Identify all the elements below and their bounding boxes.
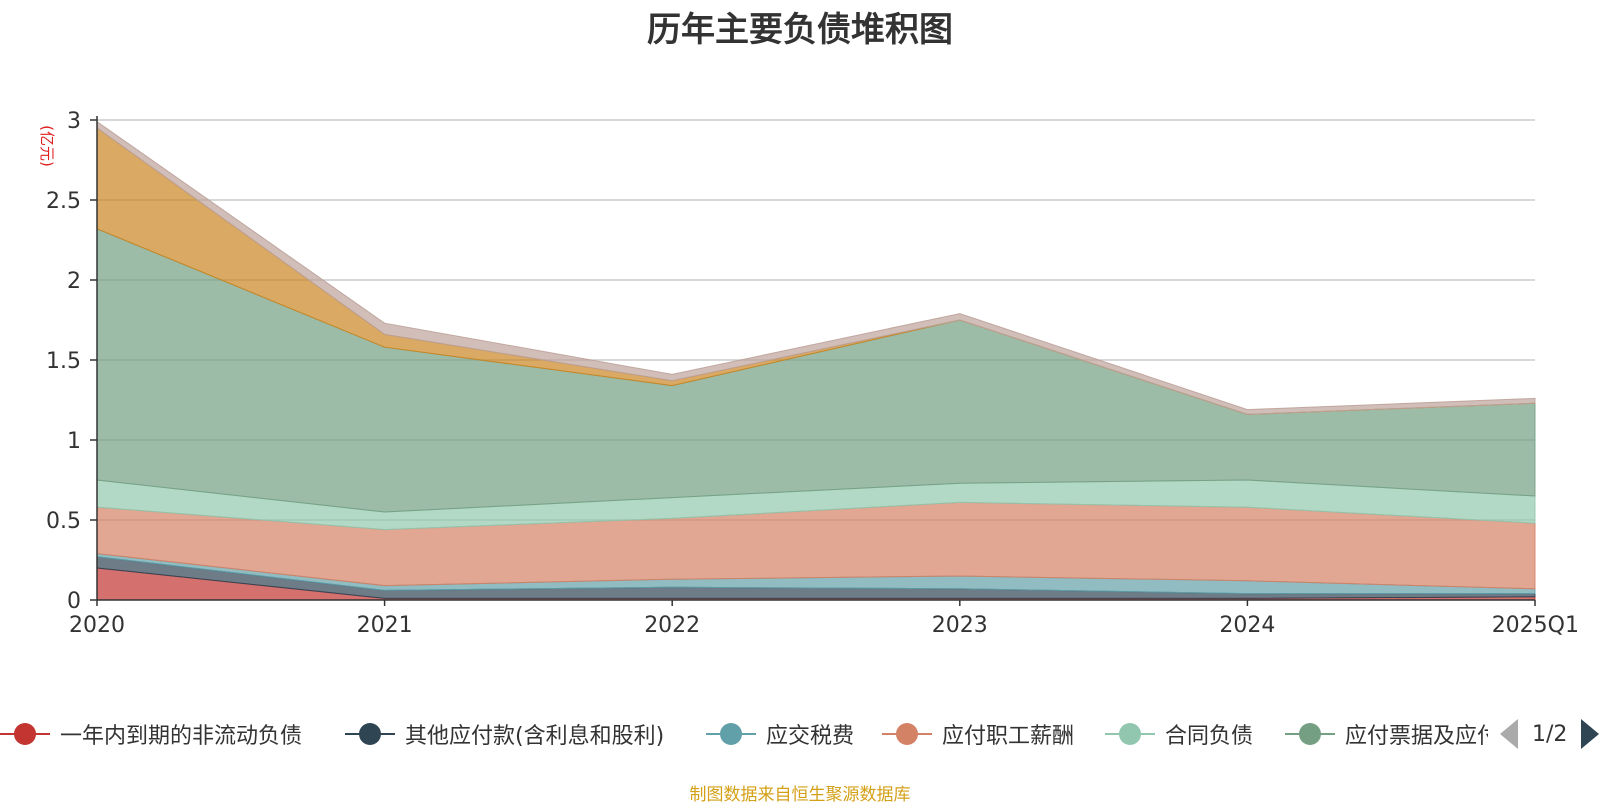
legend-marker-icon xyxy=(0,716,50,752)
x-tick-label: 2022 xyxy=(644,613,700,638)
legend: 一年内到期的非流动负债 其他应付款(含利息和股利) 应交税费 应付职工薪酬 合同负债 应付… xyxy=(0,716,1600,752)
y-axis-unit-label: (亿元) xyxy=(38,125,56,167)
legend-label: 一年内到期的非流动负债 xyxy=(60,724,303,749)
legend-next-page-icon[interactable] xyxy=(1581,719,1600,749)
legend-marker-icon xyxy=(1105,716,1155,752)
x-tick-label: 2024 xyxy=(1219,613,1275,638)
legend-label: 应付票据及应付账款 xyxy=(1345,724,1488,749)
legend-item[interactable]: 应付票据及应付账款 xyxy=(1285,716,1488,752)
x-tick-label: 2023 xyxy=(932,613,988,638)
axes: 0 0.5 1 1.5 2 2.5 3 2020 2021 2022 2023 2024 2025Q1 xyxy=(46,109,1579,638)
x-tick-label: 2020 xyxy=(69,613,125,638)
legend-marker-icon xyxy=(1285,716,1335,752)
x-tick-label: 2021 xyxy=(357,613,413,638)
x-tick-label: 2025Q1 xyxy=(1492,613,1579,638)
legend-item[interactable]: 应交税费 xyxy=(706,716,854,752)
legend-marker-icon xyxy=(706,716,756,752)
legend-label: 应交税费 xyxy=(766,724,855,749)
legend-item[interactable]: 合同负债 xyxy=(1105,716,1253,752)
legend-item[interactable]: 应付职工薪酬 xyxy=(882,716,1074,752)
legend-label: 合同负债 xyxy=(1165,724,1254,749)
y-tick-label: 1.5 xyxy=(46,349,81,374)
legend-pager: 1/2 xyxy=(1500,714,1600,754)
legend-page-indicator: 1/2 xyxy=(1532,721,1568,747)
legend-marker-icon xyxy=(345,716,395,752)
data-source-note: 制图数据来自恒生聚源数据库 xyxy=(689,785,911,805)
legend-prev-page-icon[interactable] xyxy=(1500,719,1518,749)
legend-item[interactable]: 一年内到期的非流动负债 xyxy=(0,716,302,752)
y-tick-label: 1 xyxy=(67,429,81,454)
legend-item[interactable]: 其他应付款(含利息和股利) xyxy=(345,716,664,752)
y-tick-label: 2.5 xyxy=(46,189,81,214)
chart-title: 历年主要负债堆积图 xyxy=(647,10,953,50)
area-series-7 xyxy=(96,120,1536,415)
legend-items: 一年内到期的非流动负债 其他应付款(含利息和股利) 应交税费 应付职工薪酬 合同负债 应付… xyxy=(0,716,1488,752)
y-tick-label: 0 xyxy=(67,589,81,614)
area-series-layer xyxy=(96,120,1536,601)
legend-label: 其他应付款(含利息和股利) xyxy=(405,724,665,749)
legend-label: 应付职工薪酬 xyxy=(942,724,1075,749)
y-tick-label: 0.5 xyxy=(46,509,81,534)
area-series-5 xyxy=(96,228,1536,513)
y-tick-label: 2 xyxy=(67,269,81,294)
legend-marker-icon xyxy=(882,716,932,752)
y-tick-label: 3 xyxy=(67,109,81,134)
